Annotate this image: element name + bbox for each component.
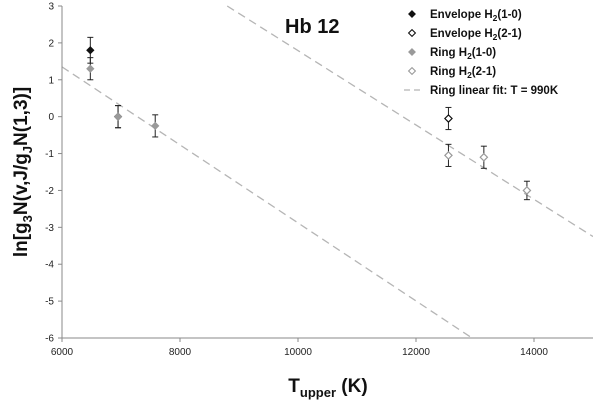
legend-label: Ring H2(1-0) [430, 47, 496, 61]
x-tick-label: 10000 [284, 347, 312, 358]
x-tick-label: 12000 [402, 347, 430, 358]
y-tick-label: -6 [45, 334, 54, 345]
x-label-text: T [288, 376, 300, 397]
y-tick-label: 0 [48, 112, 54, 123]
y-label-text: N(1,3)] [11, 87, 32, 146]
y-tick-label: -1 [45, 149, 54, 160]
data-point [522, 185, 532, 195]
fit-line [61, 66, 473, 339]
y-tick-label: -5 [45, 297, 54, 308]
x-label-subscript: upper [300, 385, 336, 400]
legend-marker [407, 66, 417, 76]
legend-label: Ring H2(2-1) [430, 66, 496, 80]
legend-marker [408, 48, 416, 56]
y-tick-label: 1 [48, 75, 54, 86]
data-points [86, 46, 532, 195]
y-tick-label: 2 [48, 38, 54, 49]
legend-marker [408, 10, 416, 18]
y-tick-label: -4 [45, 260, 54, 271]
x-tick-label: 8000 [169, 347, 192, 358]
x-label-text: (K) [336, 376, 368, 397]
y-tick-label: -3 [45, 223, 54, 234]
y-tick-label: 3 [48, 2, 54, 13]
fit-lines [61, 5, 593, 339]
y-axis-label: ln[g3N(v,J/gJN(1,3)] [11, 87, 35, 257]
y-label-subscript: 3 [20, 215, 35, 222]
legend-label: Envelope H2(2-1) [430, 28, 522, 42]
fit-line [226, 5, 593, 238]
legend-marker [407, 28, 417, 38]
data-point [151, 121, 160, 131]
chart-annotation: Hb 12 [285, 16, 339, 38]
legend: Envelope H2(1-0) Envelope H2(2-1) Ring H2(… [404, 9, 559, 97]
axes [61, 6, 593, 339]
y-label-subscript: J [20, 146, 35, 153]
data-point [479, 152, 489, 162]
tick-labels: 6000 8000 10000 12000 14000 3 2 1 0 -1 -2 -3 -4 -5 -6 [45, 2, 548, 359]
y-label-text: N(v,J/g [11, 153, 32, 215]
legend-label: Ring linear fit: T = 990K [430, 85, 559, 97]
x-tick-label: 14000 [520, 347, 548, 358]
y-label-text: ln[g [11, 222, 32, 257]
legend-label: Envelope H2(1-0) [430, 9, 522, 23]
data-point [444, 114, 453, 123]
x-axis-label: Tupper (K) [288, 376, 367, 400]
y-tick-label: -2 [45, 186, 54, 197]
data-point [113, 112, 123, 121]
data-point [86, 46, 95, 55]
x-tick-label: 6000 [51, 347, 74, 358]
data-point [86, 64, 95, 73]
data-point [444, 150, 453, 160]
